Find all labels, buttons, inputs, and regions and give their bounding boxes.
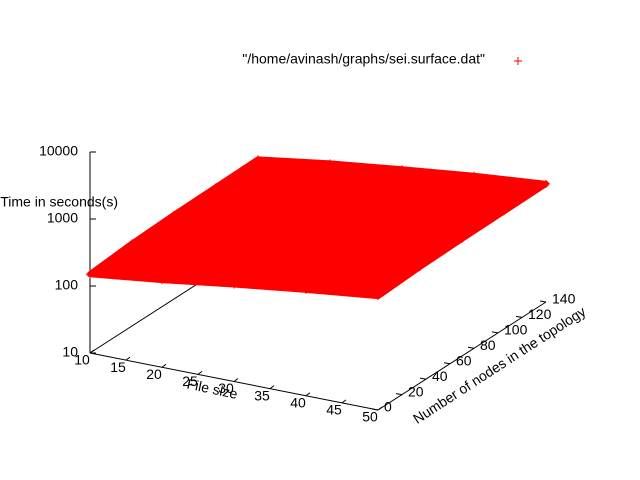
x-tick-label: 30 (218, 380, 234, 396)
z-axis-label: Time in seconds(s) (0, 194, 118, 210)
x-tick (233, 378, 239, 382)
y-tick-label: 20 (408, 383, 424, 399)
surface-point (326, 159, 334, 168)
surface-point (344, 255, 352, 264)
x-tick-label: 10 (74, 352, 90, 368)
surface-point (170, 210, 178, 219)
surface-point (542, 179, 550, 188)
surface-point (458, 234, 466, 243)
y-tick-label: 120 (528, 306, 552, 322)
surface-point (374, 292, 382, 301)
legend-label: "/home/avinash/graphs/sei.surface.dat" (242, 51, 485, 67)
x-tick (341, 399, 347, 404)
surface-point (158, 276, 166, 285)
surface-point (242, 215, 250, 224)
y-axis-label: Number of nodes in the topology (410, 303, 588, 427)
surface-point (254, 155, 262, 164)
surface-point (302, 285, 310, 294)
x-tick-label: 35 (254, 387, 270, 403)
surface-point (86, 270, 94, 279)
surface-point (500, 207, 508, 216)
x-tick (197, 370, 203, 375)
x-tick-label: 15 (110, 359, 126, 375)
x-tick (269, 385, 275, 390)
y-tick-label: 0 (384, 399, 392, 415)
y-tick-label: 40 (432, 368, 448, 384)
y-tick (419, 377, 427, 380)
x-tick-label: 40 (290, 394, 306, 410)
x-tick (305, 392, 311, 397)
surface-point (386, 227, 394, 236)
y-tick (539, 300, 547, 303)
y-tick-label: 80 (480, 337, 496, 353)
z-tick-label: 100 (55, 277, 79, 293)
z-tick-label: 10000 (39, 143, 78, 159)
surface-point (128, 239, 136, 248)
surface-point (212, 183, 220, 192)
x-tick (161, 363, 167, 368)
y-tick (371, 408, 379, 411)
surface-point (284, 187, 292, 196)
y-tick-label: 140 (552, 291, 576, 307)
surface-point (416, 262, 424, 271)
surface-point (428, 199, 436, 208)
z-tick-label: 10 (62, 344, 78, 360)
x-tick-label: 45 (326, 402, 342, 418)
legend-marker (514, 57, 522, 65)
x-tick (125, 356, 131, 361)
y-tick (515, 315, 523, 318)
surface-point (356, 193, 364, 202)
surface-point (470, 171, 478, 180)
x-tick-label: 20 (146, 366, 162, 382)
x-tick-label: 25 (182, 373, 198, 389)
surface-point (314, 220, 322, 229)
x-tick (377, 406, 383, 411)
y-tick (443, 362, 451, 365)
y-tick (467, 346, 475, 349)
z-tick-label: 1000 (47, 210, 78, 226)
surface-point (398, 165, 406, 174)
y-tick (395, 393, 403, 396)
y-tick (491, 331, 499, 334)
y-tick-label: 100 (504, 322, 528, 338)
surface-point (272, 249, 280, 258)
x-tick-label: 50 (362, 409, 378, 425)
surface-point (200, 245, 208, 254)
surface-point (230, 280, 238, 289)
y-axis (377, 301, 547, 411)
y-tick-label: 60 (456, 352, 472, 368)
